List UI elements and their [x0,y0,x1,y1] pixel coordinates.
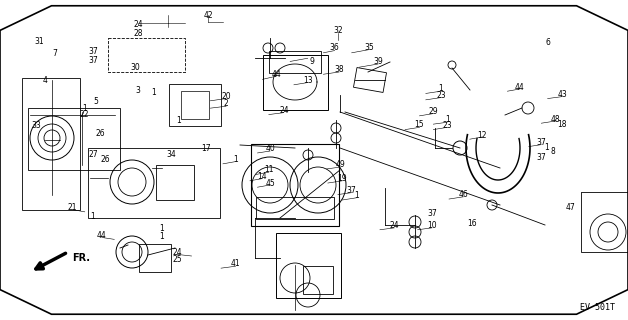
Text: 21: 21 [67,203,77,212]
Text: 24: 24 [133,20,143,29]
Text: 3: 3 [136,86,141,95]
Text: 37: 37 [536,153,546,162]
Text: 13: 13 [303,76,313,85]
Text: 37: 37 [427,209,437,218]
Text: 43: 43 [557,90,567,99]
Text: 26: 26 [100,156,111,164]
Text: 37: 37 [88,47,98,56]
Text: 22: 22 [79,110,89,119]
Text: 48: 48 [551,115,561,124]
Text: 24: 24 [172,248,182,257]
Text: 1: 1 [233,155,238,164]
Text: 2: 2 [224,100,229,108]
Text: 27: 27 [88,150,98,159]
Text: 45: 45 [265,179,275,188]
Text: 1: 1 [82,104,87,113]
Text: 35: 35 [364,43,374,52]
Text: 7: 7 [53,49,58,58]
Text: 20: 20 [221,92,231,101]
Text: 11: 11 [264,165,274,174]
Text: 31: 31 [34,37,44,46]
Text: 16: 16 [467,219,477,228]
Text: 1: 1 [544,143,549,152]
Text: 1: 1 [354,191,359,200]
Text: 9: 9 [309,57,314,66]
Text: 18: 18 [557,120,567,129]
Text: 32: 32 [333,26,343,35]
Text: 30: 30 [130,63,140,72]
Text: 1: 1 [445,116,450,124]
Text: 44: 44 [515,83,525,92]
Text: 41: 41 [230,260,241,268]
Text: 37: 37 [536,138,546,147]
Text: 39: 39 [373,57,383,66]
Text: 1: 1 [160,232,165,241]
Text: FR.: FR. [72,253,90,263]
Text: 1: 1 [176,116,181,125]
Text: 12: 12 [477,131,487,140]
Text: 38: 38 [334,65,344,74]
Text: 1: 1 [160,224,165,233]
Text: 23: 23 [442,121,452,130]
Text: 40: 40 [265,144,275,153]
Text: 1: 1 [151,88,156,97]
Text: 25: 25 [172,255,182,264]
Text: 1: 1 [90,212,95,221]
Text: 8: 8 [550,148,555,156]
Text: 23: 23 [436,91,446,100]
Text: 10: 10 [427,221,437,230]
Text: 6: 6 [545,38,550,47]
Text: 36: 36 [330,44,340,52]
Text: 17: 17 [201,144,211,153]
Text: 14: 14 [257,172,268,181]
Text: 44: 44 [271,70,281,79]
Text: 44: 44 [97,231,107,240]
Text: 49: 49 [335,160,345,169]
Text: 5: 5 [93,97,98,106]
Text: 42: 42 [203,11,214,20]
Text: 33: 33 [31,121,41,130]
Text: 4: 4 [43,76,48,85]
Text: EV 501T: EV 501T [580,303,615,313]
Text: 37: 37 [347,186,357,195]
Text: 19: 19 [337,174,347,183]
Text: 26: 26 [95,129,106,138]
Text: 15: 15 [414,120,425,129]
Text: 24: 24 [279,106,289,115]
Text: 34: 34 [166,150,176,159]
Text: 47: 47 [565,203,575,212]
Text: 37: 37 [88,56,98,65]
Text: 28: 28 [133,29,143,38]
Text: 24: 24 [389,221,399,230]
Text: 46: 46 [458,190,468,199]
Text: 1: 1 [438,84,443,93]
Text: 29: 29 [428,107,438,116]
